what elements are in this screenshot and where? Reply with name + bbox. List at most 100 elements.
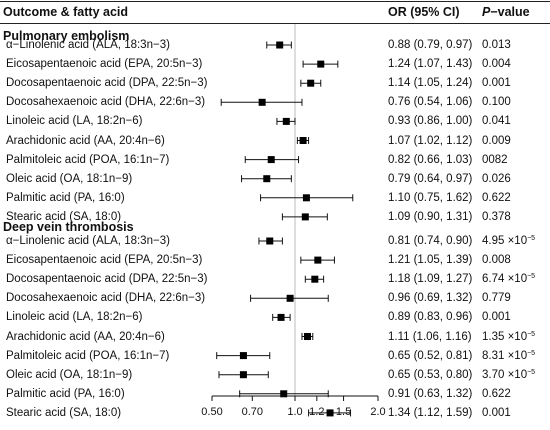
row-p-value: 0.001 <box>482 76 511 90</box>
row-or-ci: 1.10 (0.75, 1.62) <box>388 191 473 204</box>
p-value-mantissa: 8.31 ×10 <box>482 349 528 362</box>
row-p-value: 1.35 ×10−5 <box>482 330 535 344</box>
row-or-ci: 0.82 (0.66, 1.03) <box>388 153 473 166</box>
x-tick-label: 1.2 <box>309 406 324 418</box>
p-value-mantissa: 1.35 ×10 <box>482 330 528 343</box>
row-label: α−Linolenic acid (ALA, 18:3n−3) <box>6 39 170 51</box>
row-or-ci: 1.21 (1.05, 1.39) <box>388 254 473 267</box>
row-label: Docosahexaenoic acid (DHA, 22:6n−3) <box>6 96 206 109</box>
row-or-ci: 0.76 (0.54, 1.06) <box>388 96 473 109</box>
row-p-value: 0.779 <box>482 291 511 305</box>
row-or-ci: 1.11 (1.06, 1.16) <box>388 330 472 343</box>
row-or-ci: 0.96 (0.69, 1.32) <box>388 292 473 305</box>
top-rule <box>0 1 550 2</box>
row-label: Stearic acid (SA, 18:0) <box>6 210 122 223</box>
row-label: Docosahexaenoic acid (DHA, 22:6n−3) <box>6 292 206 305</box>
row-or-ci: 1.07 (1.02, 1.12) <box>388 134 473 147</box>
row-p-value: 0.622 <box>482 191 511 205</box>
row-or-ci: 0.91 (0.63, 1.32) <box>388 387 473 400</box>
p-value-mantissa: 0.378 <box>482 210 511 223</box>
row-p-value: 4.95 ×10−5 <box>482 234 535 248</box>
point-estimate <box>239 371 247 379</box>
p-value-mantissa: 6.74 ×10 <box>482 273 528 286</box>
p-value-exponent: −5 <box>527 349 536 357</box>
row-label: Eicosapentaenoic acid (EPA, 20:5n−3) <box>6 58 203 71</box>
row-label: Docosapentaenoic acid (DPA, 22:5n−3) <box>6 77 208 90</box>
row-p-value: 3.70 ×10−5 <box>482 368 535 382</box>
row-label: Linoleic acid (LA, 18:2n−6) <box>6 115 143 128</box>
row-p-value: 0.001 <box>482 310 511 324</box>
p-value-mantissa: 0.001 <box>482 311 511 324</box>
row-or-ci: 1.24 (1.07, 1.43) <box>388 58 473 71</box>
point-estimate <box>267 156 275 164</box>
point-estimate <box>302 194 310 202</box>
point-estimate <box>303 333 311 340</box>
row-or-ci: 0.81 (0.74, 0.90) <box>388 235 473 247</box>
row-or-ci: 0.93 (0.86, 1.00) <box>388 115 473 128</box>
row-label: Eicosapentaenoic acid (EPA, 20:5n−3) <box>6 254 203 267</box>
row-label: Palmitic acid (PA, 16:0) <box>6 191 125 204</box>
point-estimate <box>299 137 307 144</box>
row-p-value: 0.041 <box>482 114 511 128</box>
header-outcome: Outcome & fatty acid <box>3 5 129 19</box>
point-estimate <box>263 175 271 183</box>
p-value-mantissa: 0.622 <box>482 387 511 400</box>
p-value-mantissa: 0.041 <box>482 115 511 128</box>
row-label: Linoleic acid (LA, 18:2n−6) <box>6 311 143 324</box>
x-tick-label: 0.50 <box>201 406 222 418</box>
row-or-ci: 1.14 (1.05, 1.24) <box>388 77 473 90</box>
row-label: Stearic acid (SA, 18:0) <box>6 406 122 419</box>
row-p-value: 6.74 ×10−5 <box>482 272 535 286</box>
point-estimate <box>311 275 319 283</box>
point-estimate <box>280 390 288 398</box>
row-p-value: 0.008 <box>482 253 511 267</box>
row-or-ci: 1.09 (0.90, 1.31) <box>388 210 473 223</box>
p-value-mantissa: 0.008 <box>482 254 511 267</box>
point-estimate <box>326 409 334 417</box>
row-or-ci: 0.65 (0.52, 0.81) <box>388 349 473 362</box>
point-estimate <box>277 313 285 321</box>
row-label: Arachidonic acid (AA, 20:4n−6) <box>6 330 165 343</box>
row-label: Oleic acid (OA, 18:1n−9) <box>6 368 133 381</box>
row-p-value: 0.009 <box>482 134 511 148</box>
row-or-ci: 1.18 (1.09, 1.27) <box>388 273 473 286</box>
p-value-exponent: −5 <box>527 330 536 338</box>
x-tick-label: 0.70 <box>242 406 263 418</box>
group-title: Pulmonary embolism <box>3 29 130 43</box>
point-estimate <box>317 60 325 68</box>
group-title: Deep vein thrombosis <box>3 220 134 234</box>
row-label: Palmitic acid (PA, 16:0) <box>6 387 125 400</box>
row-or-ci: 0.65 (0.53, 0.80) <box>388 368 473 381</box>
row-label: Palmitoleic acid (POA, 16:1n−7) <box>6 349 170 362</box>
row-label: Oleic acid (OA, 18:1n−9) <box>6 172 133 185</box>
x-tick-label: 1.5 <box>336 406 351 418</box>
x-tick-label: 1.0 <box>287 406 302 418</box>
p-value-mantissa: 0.622 <box>482 191 511 204</box>
p-value-exponent: −5 <box>527 368 536 376</box>
point-estimate <box>301 213 309 221</box>
p-value-mantissa: 0.001 <box>482 77 511 90</box>
row-label: α−Linolenic acid (ALA, 18:3n−3) <box>6 235 170 247</box>
header-p-value: P−value <box>482 5 530 19</box>
row-p-value: 0.001 <box>482 406 511 420</box>
point-estimate <box>286 294 294 302</box>
row-p-value: 0.013 <box>482 38 511 52</box>
p-value-mantissa: 0.013 <box>482 39 511 51</box>
header-p-italic: P <box>482 5 491 19</box>
x-tick-label: 2.0 <box>370 406 385 418</box>
point-estimate <box>239 352 247 360</box>
row-label: Docosapentaenoic acid (DPA, 22:5n−3) <box>6 273 208 286</box>
p-value-mantissa: 4.95 ×10 <box>482 235 528 247</box>
p-value-mantissa: 3.70 ×10 <box>482 368 528 381</box>
header-p-rest: −value <box>490 5 530 19</box>
p-value-mantissa: 0.779 <box>482 292 511 305</box>
row-label: Arachidonic acid (AA, 20:4n−6) <box>6 134 165 147</box>
row-p-value: 0.622 <box>482 387 511 401</box>
row-p-value: 0.378 <box>482 210 511 224</box>
row-or-ci: 0.88 (0.79, 0.97) <box>388 39 473 51</box>
p-value-mantissa: 0.004 <box>482 58 511 71</box>
row-p-value: 0.004 <box>482 57 511 71</box>
row-or-ci: 1.34 (1.12, 1.59) <box>388 406 473 419</box>
point-estimate <box>258 98 266 106</box>
p-value-exponent: −5 <box>527 235 536 242</box>
